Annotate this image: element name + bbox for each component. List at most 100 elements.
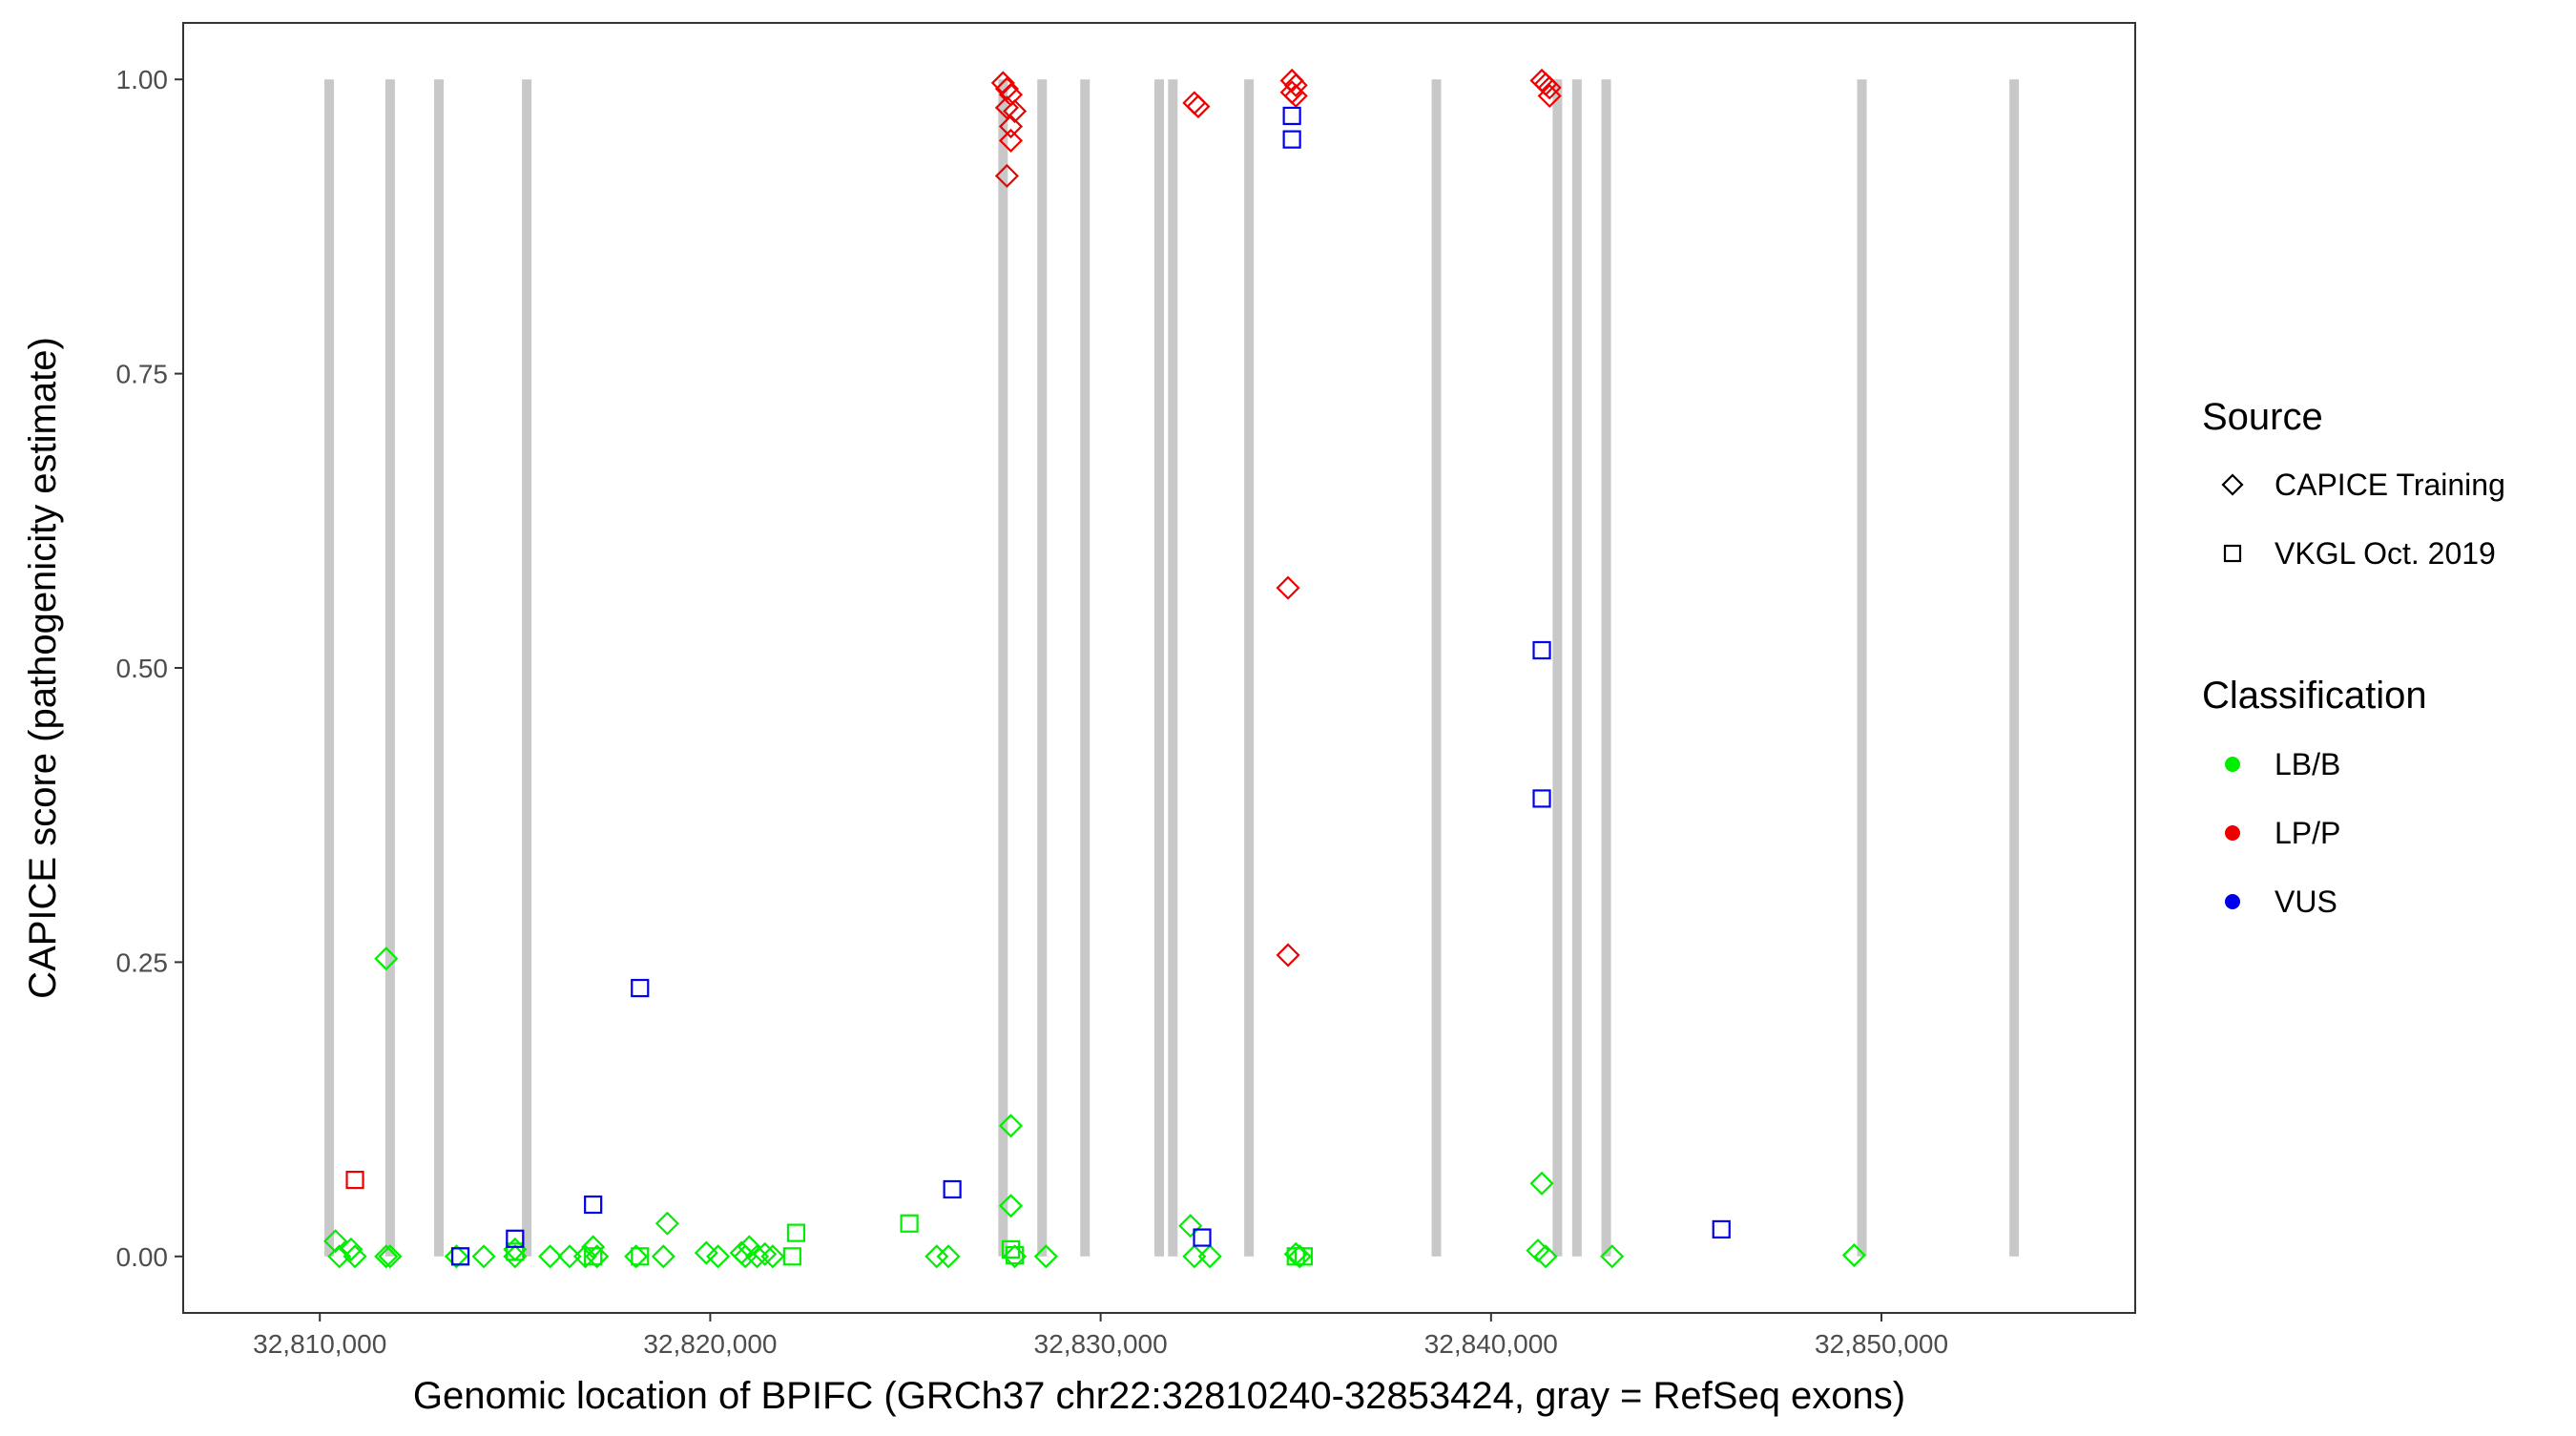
data-point-square [1532,789,1551,808]
exon-bar [434,79,445,1257]
data-point-square [1005,1245,1025,1265]
x-axis-title: Genomic location of BPIFC (GRCh37 chr22:… [413,1375,1905,1417]
data-point-diamond [654,1211,679,1236]
y-axis: 0.00 0.25 0.50 0.75 1.00 [116,65,183,1272]
data-point-square [506,1229,525,1248]
data-point-square [943,1179,962,1199]
data-point-square [1193,1228,1212,1247]
exon-bar [1431,79,1442,1257]
data-point-diamond [1003,1244,1028,1269]
data-point-diamond [998,128,1024,153]
data-point-square [1712,1219,1731,1239]
legend-title-classification: Classification [2202,675,2427,717]
data-point-diamond [1003,98,1028,124]
data-point-diamond [378,1244,403,1269]
data-point-diamond [760,1244,785,1269]
data-point-diamond [1283,73,1308,97]
data-point-diamond [1186,94,1211,119]
data-point-diamond [1033,1244,1058,1269]
x-tick-label: 32,820,000 [643,1329,777,1359]
exon-bar [1601,79,1611,1257]
data-point-diamond [1182,1244,1207,1269]
data-point-diamond [1529,1171,1554,1196]
data-point-diamond [994,76,1019,101]
legend-label-classification: LB/B [2275,747,2340,781]
data-point-square [1282,130,1301,149]
data-point-diamond [744,1244,770,1269]
data-point-diamond [374,947,399,971]
exon-bar [1168,79,1178,1257]
legend-label-source: CAPICE Training [2275,468,2505,502]
data-point-diamond [1600,1244,1625,1269]
exon-bar [384,79,395,1257]
y-tick-label: 0.75 [116,360,169,389]
data-point-square [506,1242,525,1261]
data-point-square [631,978,650,998]
legend-key-dot [2225,757,2240,772]
exon-bar [1857,79,1867,1257]
data-point-square [450,1247,470,1266]
data-point-diamond [1537,75,1562,100]
data-point-diamond [444,1244,468,1269]
data-point-diamond [557,1244,582,1269]
data-point-diamond [374,1244,399,1269]
data-point-diamond [323,1229,348,1254]
y-tick-label: 0.25 [116,947,169,977]
data-point-diamond [1276,943,1300,968]
x-tick-label: 32,830,000 [1034,1329,1168,1359]
data-point-diamond [1283,83,1308,109]
data-point-square [786,1223,806,1242]
data-point-square [1294,1247,1314,1266]
data-point-diamond [624,1244,649,1269]
x-axis: 32,810,000 32,820,000 32,830,000 32,840,000… [253,1313,1948,1359]
data-point-square [1001,1239,1021,1259]
data-point-diamond [706,1244,731,1269]
data-point-diamond [1841,1242,1866,1268]
data-point-diamond [998,114,1024,139]
data-point-diamond [471,1244,496,1269]
legend-key-dot [2225,825,2240,841]
data-point-square [584,1195,603,1215]
y-axis-title: CAPICE score (pathogenicity estimate) [22,337,64,999]
x-tick-label: 32,840,000 [1424,1329,1558,1359]
data-point-diamond [1178,1214,1203,1238]
legend-key-dot [2225,894,2240,909]
data-point-diamond [585,1244,610,1269]
series-vus-square [450,106,1731,1266]
data-point-diamond [339,1237,364,1261]
series-lp-p-diamond [990,68,1562,968]
data-point-diamond [1197,1244,1222,1269]
exon-bar [998,79,1008,1257]
y-tick-label: 0.00 [116,1242,169,1272]
y-tick-label: 0.50 [116,654,169,683]
data-point-diamond [994,163,1019,188]
data-point-diamond [1537,83,1562,109]
data-point-diamond [327,1244,352,1269]
data-point-diamond [924,1244,949,1269]
legend-key-diamond [2221,473,2244,496]
exon-bar [2009,79,2020,1257]
x-tick-label: 32,850,000 [1815,1329,1948,1359]
exon-bar [1552,79,1563,1257]
legend-title-source: Source [2202,396,2323,438]
data-point-square [1282,106,1301,126]
legend: Source CAPICE Training VKGL Oct. 2019 Class… [2202,396,2505,919]
exon-bar [522,79,532,1257]
data-point-diamond [1276,575,1300,600]
exon-bar [324,79,335,1257]
data-point-diamond [651,1244,675,1269]
legend-label-source: VKGL Oct. 2019 [2275,536,2496,571]
series-lp-p-square [345,1171,364,1190]
data-point-diamond [538,1244,563,1269]
data-points [323,68,1866,1269]
legend-key-square [2223,544,2242,563]
data-point-diamond [572,1244,598,1269]
data-point-diamond [503,1244,528,1269]
x-tick-label: 32,810,000 [253,1329,386,1359]
data-point-square [1532,640,1551,660]
y-tick-label: 1.00 [116,65,169,94]
data-point-diamond [343,1244,367,1269]
exon-bar [1244,79,1255,1257]
